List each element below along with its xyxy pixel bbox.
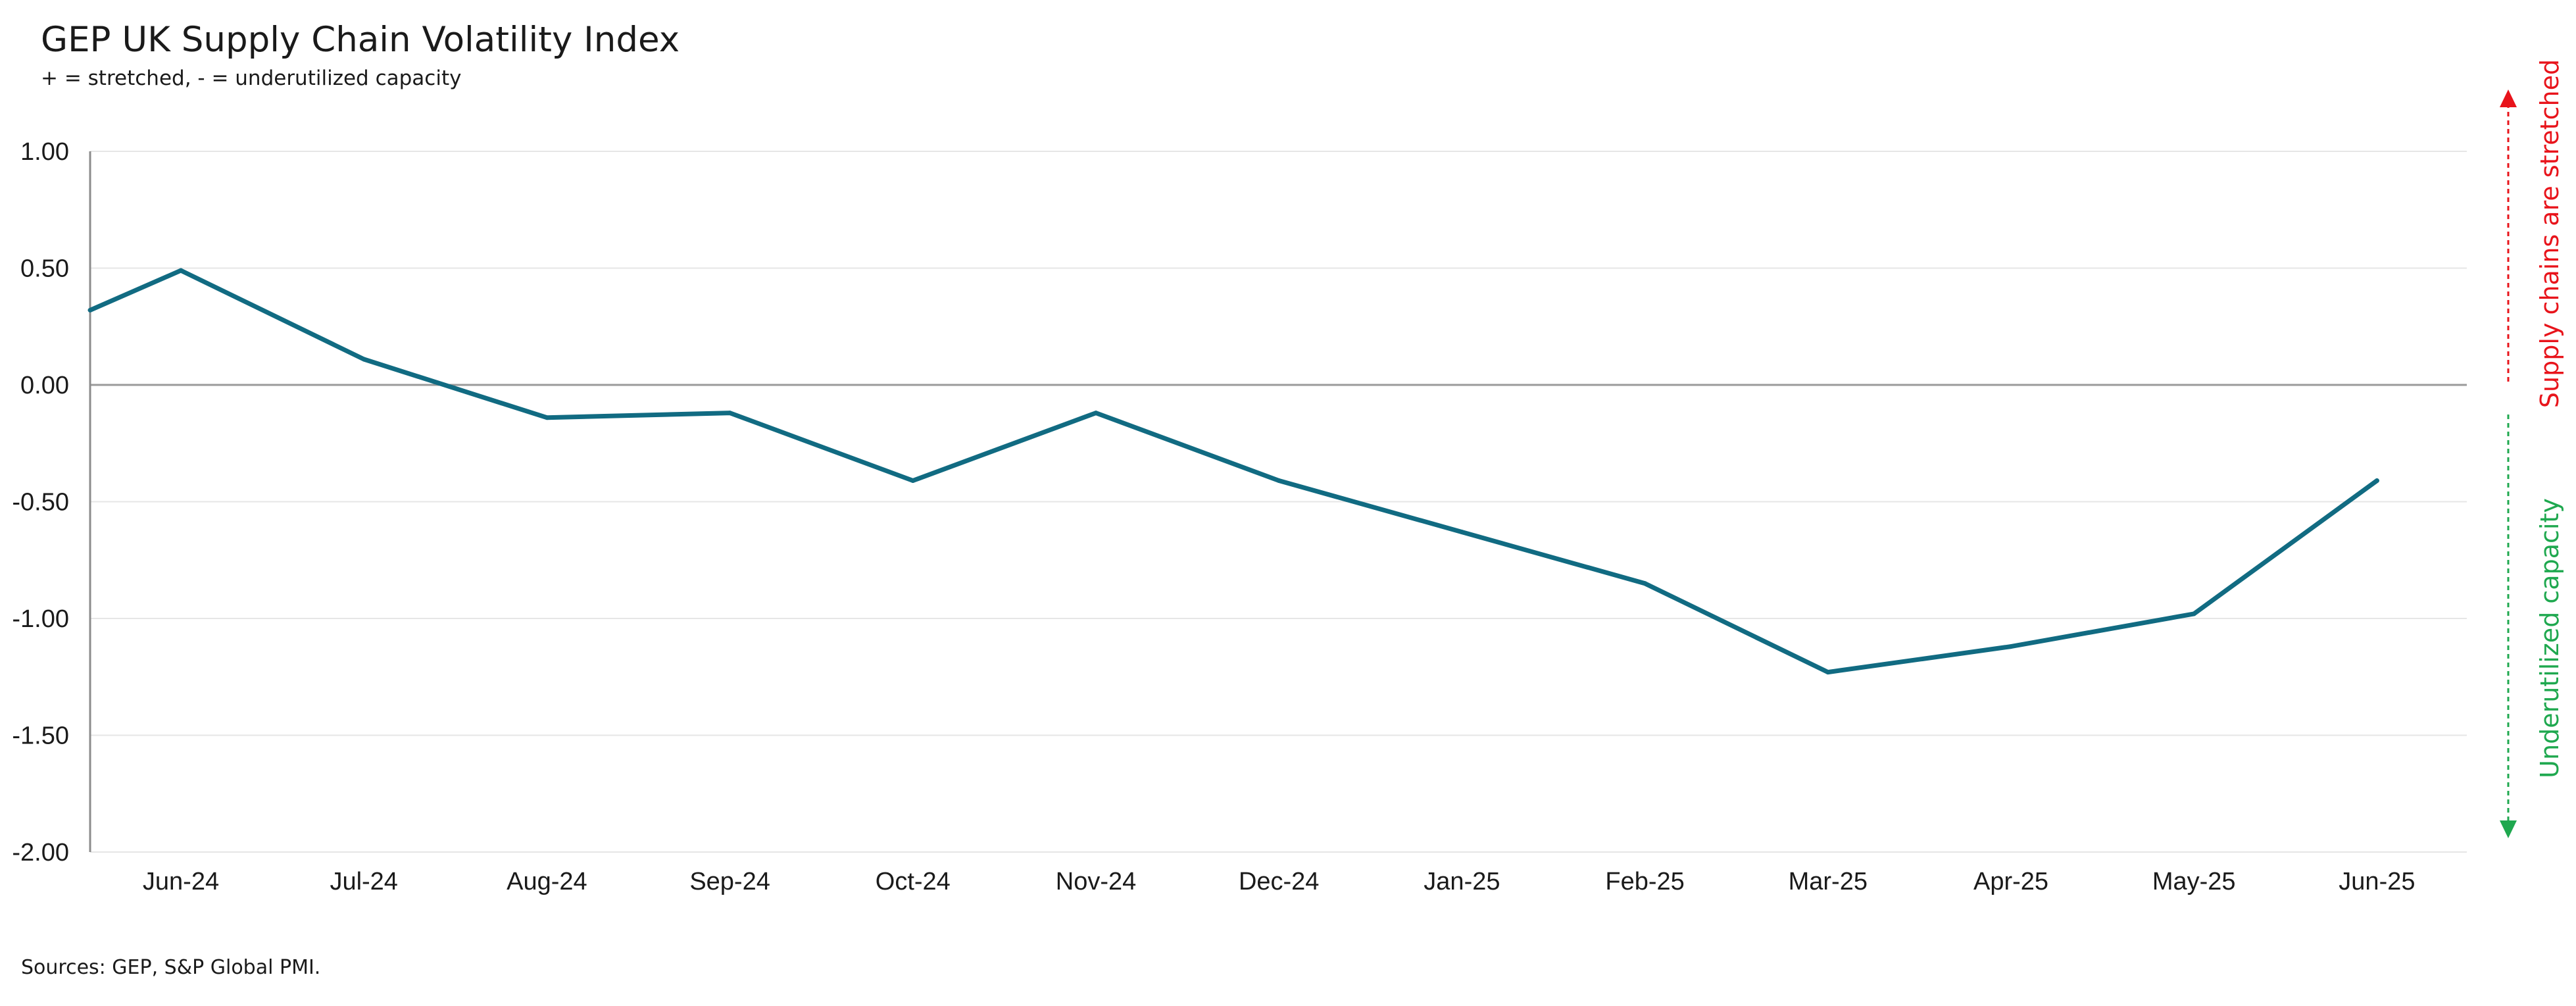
x-tick-label: Mar-25: [1789, 868, 1868, 895]
underutilized-arrow-head-icon: [2500, 820, 2517, 838]
data-point: [1825, 670, 1831, 675]
stretched-label: Supply chains are stretched: [2535, 59, 2564, 408]
data-point: [178, 268, 184, 273]
y-tick-label: -2.00: [12, 839, 69, 867]
x-tick-label: Jan-25: [1424, 868, 1500, 895]
data-point: [2008, 644, 2014, 649]
data-point: [1093, 411, 1099, 416]
y-tick-label: -0.50: [12, 489, 69, 516]
x-tick-label: Feb-25: [1605, 868, 1684, 895]
x-tick-label: Nov-24: [1056, 868, 1137, 895]
x-tick-label: Sep-24: [689, 868, 770, 895]
data-point: [1643, 581, 1648, 586]
x-axis: Jun-24 Jul-24 Aug-24 Sep-24 Oct-24 Nov-24 Dec-…: [143, 868, 2415, 895]
series-line-0: [87, 268, 2379, 675]
chart-subtitle: + = stretched, - = underutilized capacit…: [41, 66, 461, 90]
x-tick-label: Dec-24: [1239, 868, 1320, 895]
data-point: [2191, 611, 2196, 616]
chart-title: GEP UK Supply Chain Volatility Index: [41, 20, 680, 60]
y-tick-label: -1.00: [12, 605, 69, 633]
y-tick-label: -1.50: [12, 722, 69, 750]
y-tick-label: 1.00: [20, 138, 69, 166]
data-point: [1459, 530, 1464, 535]
data-point: [728, 411, 733, 416]
data-point: [1276, 478, 1281, 484]
stretched-arrow-head-icon: [2500, 89, 2517, 107]
data-point: [910, 478, 916, 484]
underutilized-label: Underutilized capacity: [2535, 498, 2564, 778]
data-point: [361, 357, 366, 362]
x-tick-label: Jul-24: [330, 868, 398, 895]
side-annotations: Supply chains are stretched Underutilize…: [2500, 59, 2564, 838]
y-axis: 1.00 0.50 0.00 -0.50 -1.00 -1.50 -2.00: [12, 138, 91, 867]
x-tick-label: Jun-25: [2339, 868, 2415, 895]
source-note: Sources: GEP, S&P Global PMI.: [21, 956, 320, 979]
series-layer: [87, 268, 2379, 675]
x-tick-label: Aug-24: [507, 868, 587, 895]
y-tick-label: 0.50: [20, 255, 69, 283]
data-point: [544, 415, 549, 420]
y-tick-label: 0.00: [20, 372, 69, 399]
x-tick-label: May-25: [2152, 868, 2236, 895]
x-tick-label: Apr-25: [1973, 868, 2048, 895]
gridlines: [90, 151, 2467, 853]
x-tick-label: Oct-24: [876, 868, 951, 895]
x-tick-label: Jun-24: [143, 868, 219, 895]
data-point: [2374, 478, 2379, 484]
